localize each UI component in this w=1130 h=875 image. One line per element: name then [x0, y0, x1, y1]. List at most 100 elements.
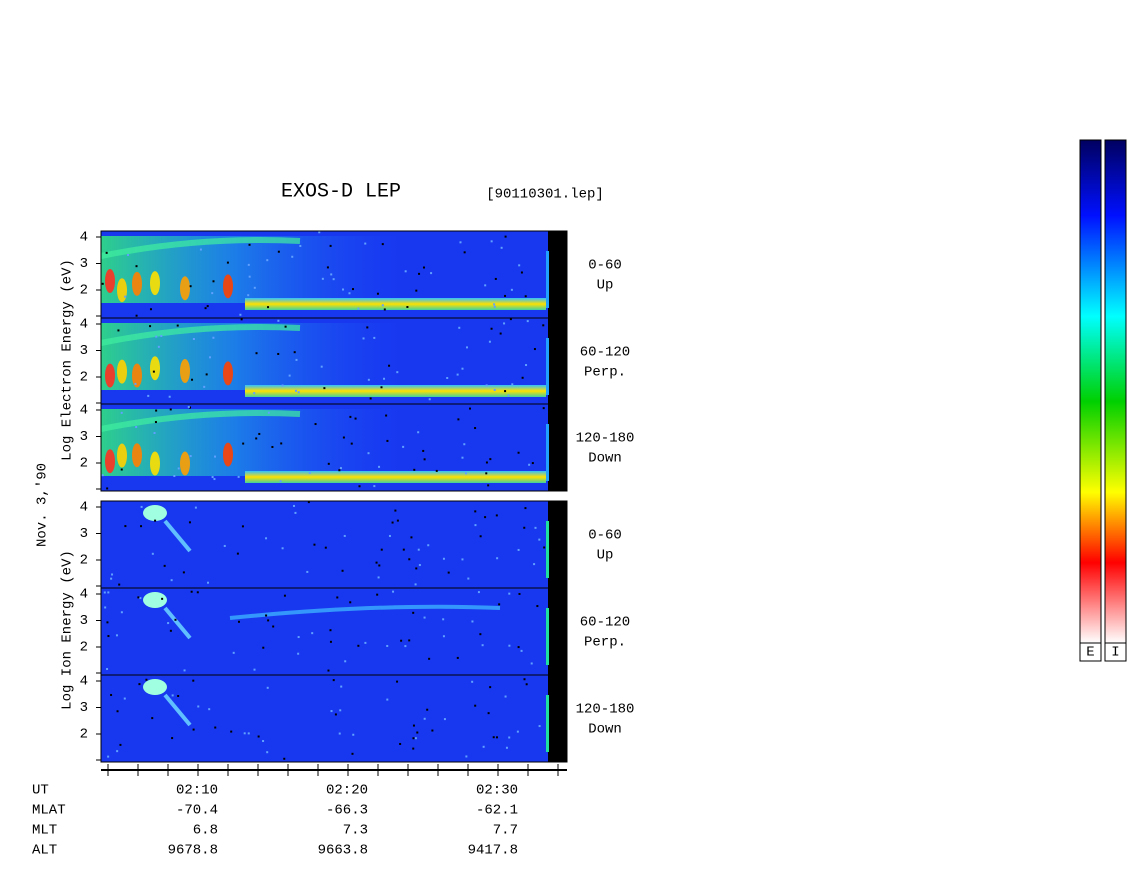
speckle	[253, 668, 256, 671]
speckle	[446, 377, 449, 380]
speckle	[284, 325, 287, 328]
row-label: ALT	[32, 843, 57, 859]
speckle	[493, 305, 496, 308]
y-tick-label: 4	[80, 230, 88, 246]
speckle	[422, 449, 425, 452]
speckle	[189, 406, 192, 409]
speckle	[406, 306, 409, 309]
speckle	[479, 535, 482, 538]
speckle	[267, 306, 270, 309]
speckle	[277, 250, 280, 253]
panel-range: 0-60	[588, 528, 622, 544]
speckle	[288, 374, 291, 377]
speckle	[481, 644, 484, 647]
speckle	[461, 456, 464, 459]
speckle	[488, 340, 491, 343]
speckle	[176, 324, 179, 327]
speckle	[107, 591, 110, 594]
speckle	[385, 414, 388, 417]
speckle	[241, 525, 244, 528]
speckle	[443, 718, 446, 721]
speckle	[155, 335, 158, 338]
speckle	[524, 295, 527, 298]
speckle	[343, 534, 346, 537]
blob	[223, 361, 233, 386]
speckle	[257, 735, 260, 738]
speckle	[414, 737, 417, 740]
blob	[143, 505, 167, 521]
black-band	[548, 318, 567, 405]
speckle	[471, 620, 474, 623]
speckle	[383, 377, 386, 380]
edge-strip	[546, 338, 549, 395]
y-tick-label: 3	[80, 526, 88, 542]
speckle	[153, 432, 156, 435]
speckle	[120, 611, 123, 614]
speckle	[499, 332, 502, 335]
speckle	[400, 639, 403, 642]
speckle	[239, 313, 242, 316]
y-tick-label: 3	[80, 256, 88, 272]
speckle	[236, 552, 239, 555]
speckle	[431, 729, 434, 732]
speckle	[247, 732, 250, 735]
speckle	[508, 736, 511, 739]
speckle	[308, 471, 311, 474]
speckle	[427, 544, 430, 547]
colorbar	[1079, 139, 1102, 644]
speckle	[297, 636, 300, 639]
speckle	[517, 548, 520, 551]
streak	[100, 237, 301, 259]
colorbar-label: I	[1111, 645, 1119, 661]
date-label: Nov. 3,'90	[35, 463, 51, 547]
speckle	[484, 284, 487, 287]
speckle	[350, 442, 353, 445]
speckle	[495, 514, 498, 517]
speckle	[489, 686, 492, 689]
row-label: UT	[32, 783, 49, 799]
speckle	[281, 384, 284, 387]
speckle	[517, 451, 520, 454]
speckle	[415, 567, 418, 570]
speckle	[188, 521, 191, 524]
y-tick-label: 2	[80, 370, 88, 386]
blob	[150, 271, 160, 296]
speckle	[101, 282, 104, 285]
speckle	[380, 386, 383, 389]
speckle	[294, 511, 297, 514]
speckle	[415, 289, 418, 292]
speckle	[493, 388, 496, 391]
speckle	[110, 577, 113, 580]
speckle	[262, 646, 265, 649]
frame	[100, 403, 568, 492]
speckle	[293, 504, 296, 507]
speckle	[528, 463, 531, 466]
speckle	[413, 468, 416, 471]
speckle	[326, 266, 329, 269]
row-value: 7.3	[343, 823, 368, 839]
edge-strip	[546, 608, 549, 665]
blob	[105, 449, 115, 474]
colorbar	[1104, 139, 1127, 644]
speckle	[267, 619, 270, 622]
speckle	[542, 407, 545, 410]
speckle	[151, 552, 154, 555]
black-band	[548, 501, 567, 588]
speckle	[107, 755, 110, 758]
speckle	[330, 273, 333, 276]
speckle	[542, 324, 545, 327]
speckle	[373, 336, 376, 339]
speckle	[383, 308, 386, 311]
speckle	[484, 516, 487, 519]
speckle	[212, 336, 215, 339]
speckle	[212, 280, 215, 283]
speckle	[106, 668, 109, 671]
speckle	[194, 506, 197, 509]
speckle	[152, 370, 155, 373]
speckle	[110, 693, 113, 696]
speckle	[396, 371, 399, 374]
spectrogram	[101, 588, 548, 675]
row-value: -66.3	[326, 803, 368, 819]
speckle	[342, 288, 345, 291]
speckle	[307, 501, 310, 504]
